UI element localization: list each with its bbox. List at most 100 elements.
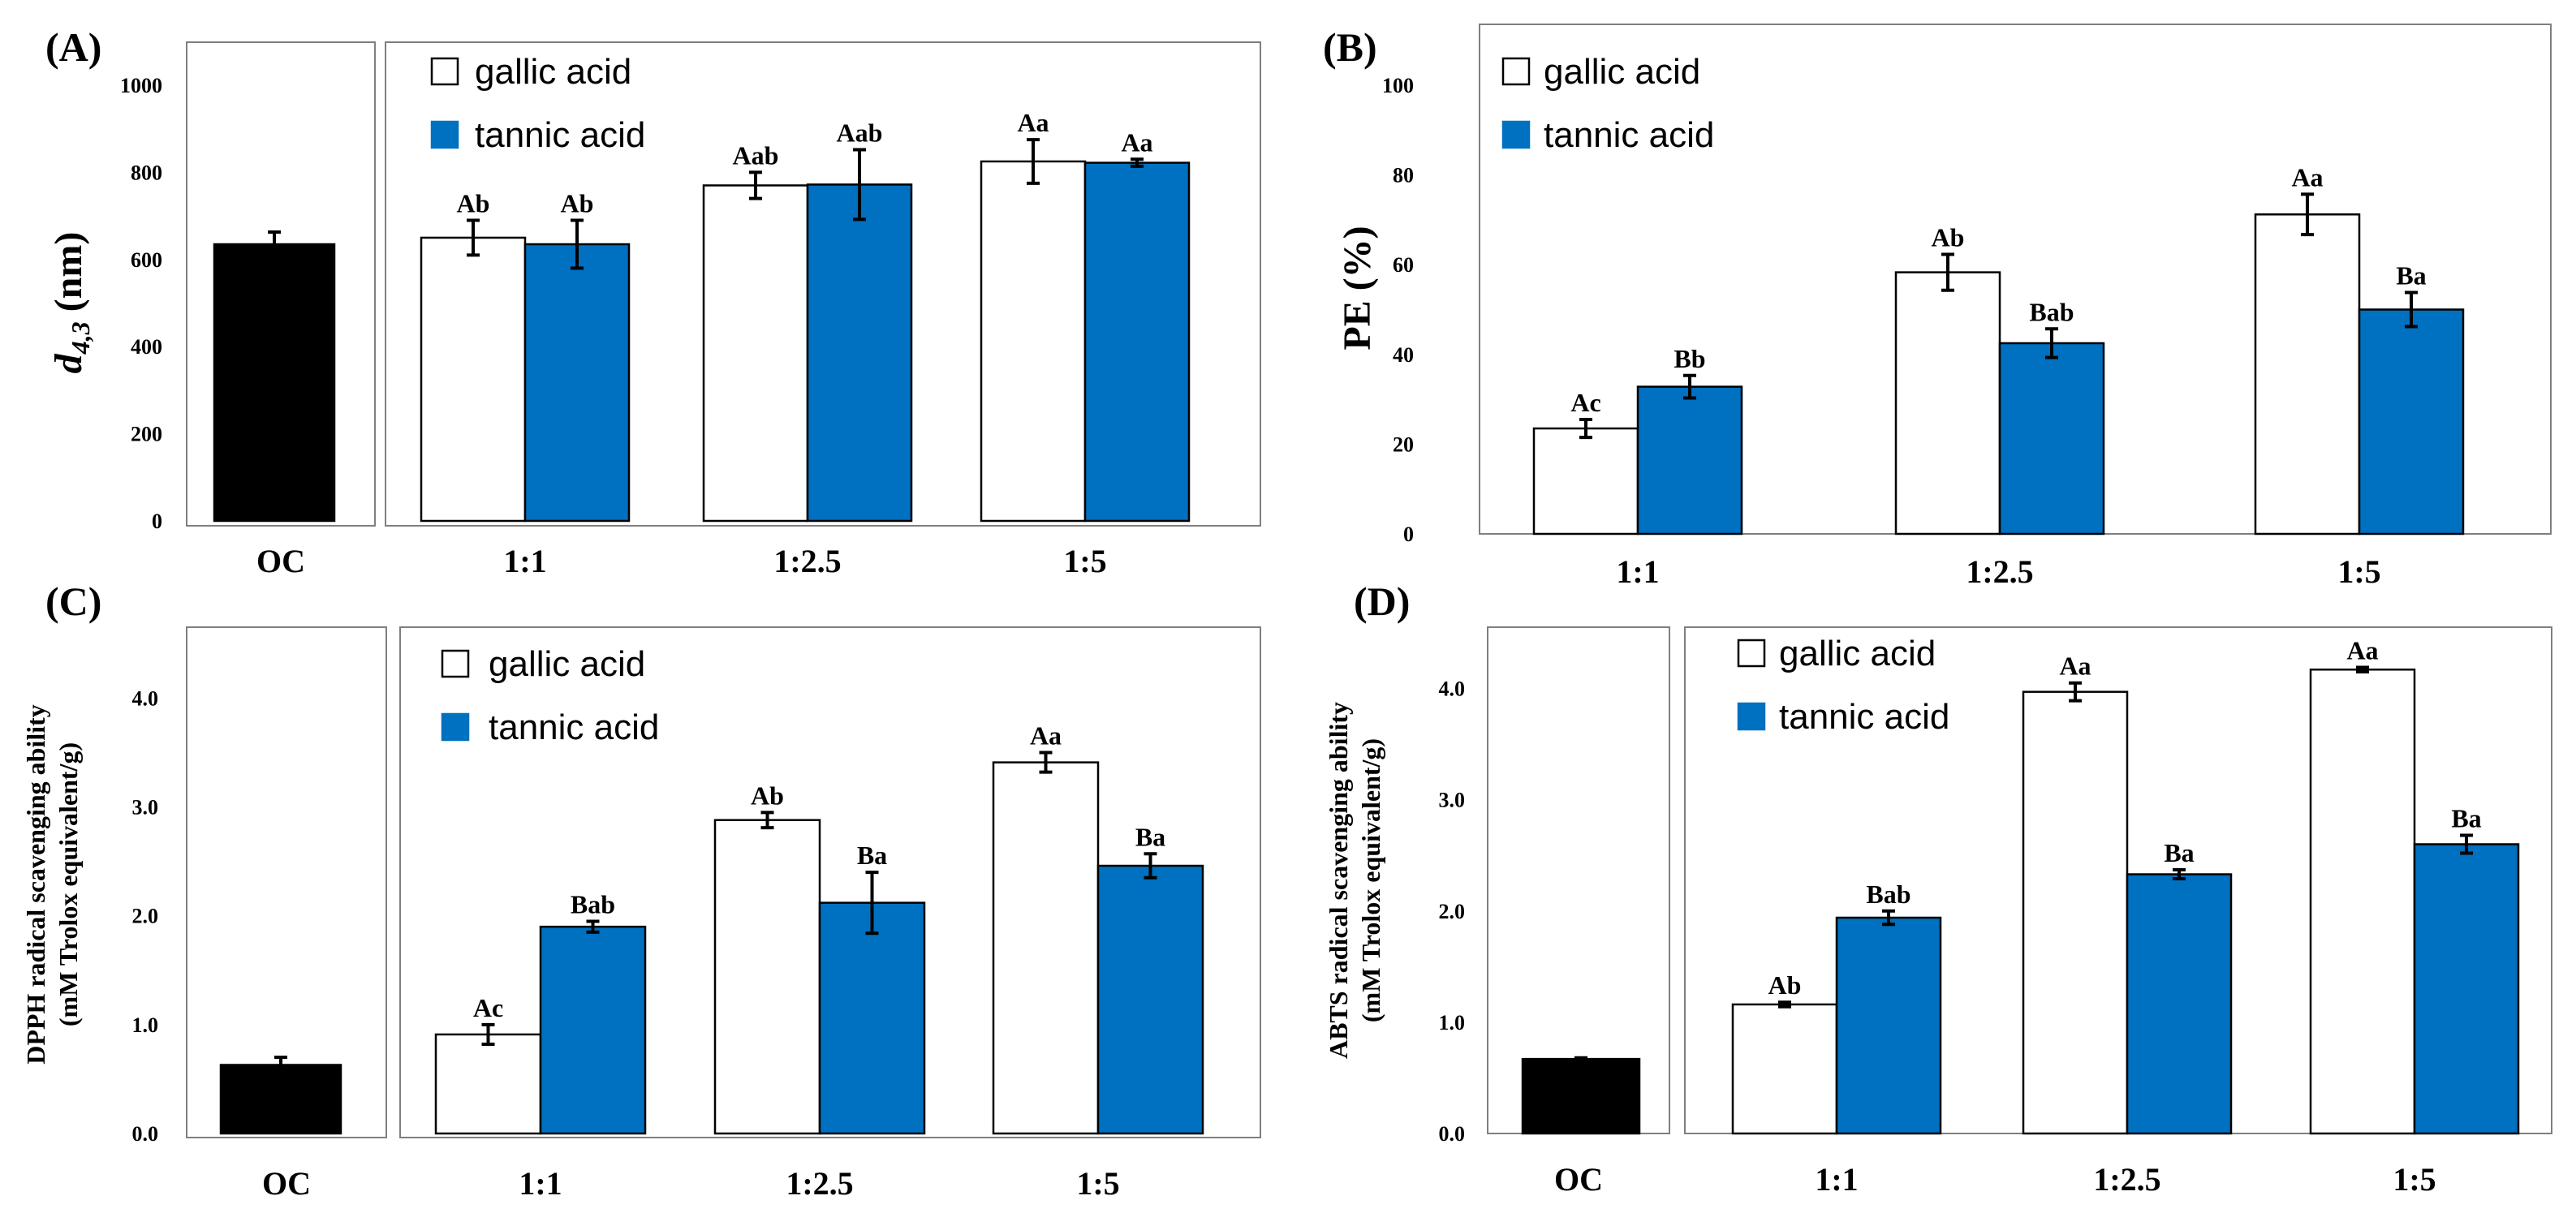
bar-tannic-2 bbox=[1096, 864, 1204, 1135]
bar-gallic-0 bbox=[434, 1033, 542, 1135]
y-tick-label: 600 bbox=[131, 248, 162, 272]
error-bar-tannic-0 bbox=[586, 919, 600, 934]
error-bar-gallic-1 bbox=[749, 170, 762, 200]
y-tick-label: 0 bbox=[152, 510, 162, 533]
legend-swatch-gallic bbox=[1737, 639, 1766, 668]
y-tick-label: 0.0 bbox=[1439, 1122, 1466, 1146]
significance-label-gallic-2: Aa bbox=[1017, 108, 1049, 137]
plot-frame-a bbox=[385, 41, 1261, 527]
error-bar-gallic-2 bbox=[1027, 138, 1040, 185]
y-tick-label: 1.0 bbox=[132, 1013, 159, 1037]
error-bar-tannic-2 bbox=[2405, 290, 2418, 329]
legend-b: gallic acid tannic acid bbox=[1501, 52, 1714, 155]
significance-label-gallic-0: Ab bbox=[457, 188, 490, 217]
error-bar-gallic-0 bbox=[1778, 1000, 1791, 1009]
panel-c: (C) 0.0 1.0 2.0 3.0 4.0 DPPH radical scavengin… bbox=[21, 579, 1261, 1202]
significance-label-gallic-2: Aa bbox=[2346, 636, 2378, 665]
bar-gallic-2 bbox=[980, 160, 1087, 523]
category-label: 1:5 bbox=[1076, 1165, 1119, 1202]
significance-label-gallic-1: Ab bbox=[751, 781, 784, 810]
category-label: 1:5 bbox=[1063, 543, 1106, 579]
y-tick-label: 2.0 bbox=[132, 905, 159, 928]
error-bar-tannic-2 bbox=[1131, 157, 1144, 168]
bar-gallic-1 bbox=[702, 184, 809, 523]
panel-b: (B) 0 20 40 60 80 100 PE (%) Ac Bb 1:1 Ab Bab 1:2.5 Aa… bbox=[1323, 24, 2552, 590]
legend-label-tannic: tannic acid bbox=[1544, 115, 1714, 155]
y-tick-label: 0 bbox=[1403, 523, 1414, 546]
error-bar-tannic-0 bbox=[1683, 373, 1696, 400]
bar-tannic-0 bbox=[1835, 916, 1942, 1135]
bar-gallic-0 bbox=[420, 236, 527, 523]
y-axis-label: ABTS radical scavenging ability bbox=[1324, 702, 1353, 1059]
bar-gallic-0 bbox=[1731, 1003, 1838, 1135]
y-axis-label-unit: (mM Trolox equivalent/g) bbox=[54, 742, 83, 1026]
error-bar-gallic-2 bbox=[2301, 192, 2314, 237]
legend-label-tannic: tannic acid bbox=[1779, 697, 1949, 737]
y-tick-label: 400 bbox=[131, 335, 162, 359]
control-bar-oc bbox=[213, 243, 336, 523]
y-tick-label: 0.0 bbox=[132, 1122, 159, 1146]
legend-a: gallic acid tannic acid bbox=[430, 52, 645, 155]
legend-label-gallic: gallic acid bbox=[489, 644, 645, 684]
y-tick-label: 4.0 bbox=[1439, 677, 1466, 701]
y-tick-label: 1000 bbox=[120, 74, 162, 97]
category-label: 1:2.5 bbox=[786, 1165, 853, 1202]
y-tick-label: 20 bbox=[1393, 432, 1414, 456]
legend-swatch-tannic bbox=[1737, 702, 1766, 731]
significance-label-tannic-2: Ba bbox=[1135, 822, 1165, 851]
y-tick-label: 80 bbox=[1393, 164, 1414, 187]
y-tick-label: 60 bbox=[1393, 253, 1414, 277]
panel-label-a: (A) bbox=[45, 24, 101, 70]
error-bar-gallic-1 bbox=[1941, 252, 1954, 292]
category-label-oc: OC bbox=[1554, 1161, 1603, 1198]
y-tick-label: 4.0 bbox=[132, 686, 159, 710]
error-bar-tannic-2 bbox=[2460, 833, 2473, 855]
y-axis-label-unit: (mM Trolox equivalent/g) bbox=[1356, 738, 1385, 1022]
bar-tannic-1 bbox=[806, 183, 913, 523]
y-tick-label: 3.0 bbox=[1439, 789, 1466, 812]
bar-tannic-0 bbox=[523, 243, 631, 523]
significance-label-tannic-1: Bab bbox=[2029, 297, 2074, 326]
y-tick-label: 200 bbox=[131, 423, 162, 446]
y-tick-label: 2.0 bbox=[1439, 900, 1466, 923]
legend-label-tannic: tannic acid bbox=[489, 708, 659, 747]
category-label: 1:2.5 bbox=[2093, 1161, 2160, 1198]
legend-d: gallic acid tannic acid bbox=[1737, 634, 1949, 737]
significance-label-gallic-0: Ac bbox=[473, 993, 503, 1022]
plot-frame-c bbox=[399, 626, 1261, 1138]
control-bar-oc bbox=[1521, 1057, 1641, 1135]
bar-tannic-0 bbox=[539, 925, 647, 1135]
legend-c: gallic acid tannic acid bbox=[441, 644, 659, 747]
category-label: 1:1 bbox=[1616, 553, 1659, 590]
control-frame-a bbox=[186, 41, 376, 527]
bar-gallic-0 bbox=[1532, 427, 1639, 536]
error-bar-gallic-1 bbox=[760, 811, 774, 830]
significance-label-gallic-1: Aa bbox=[2059, 652, 2091, 681]
error-bar-gallic-0 bbox=[481, 1022, 495, 1047]
significance-label-tannic-0: Ab bbox=[561, 188, 594, 217]
legend-swatch-tannic bbox=[430, 120, 459, 149]
significance-label-gallic-0: Ab bbox=[1768, 970, 1802, 1000]
category-label-oc: OC bbox=[262, 1165, 311, 1202]
legend-swatch-tannic bbox=[441, 712, 470, 742]
legend-label-gallic: gallic acid bbox=[1544, 52, 1700, 92]
category-label: 1:1 bbox=[1815, 1161, 1858, 1198]
y-tick-label: 800 bbox=[131, 161, 162, 184]
y-axis-label: PE (%) bbox=[1336, 226, 1379, 350]
category-label: 1:5 bbox=[2393, 1161, 2436, 1198]
error-bar-gallic-2 bbox=[1039, 751, 1053, 774]
legend-label-gallic: gallic acid bbox=[475, 52, 631, 92]
error-bar-gallic-1 bbox=[2069, 681, 2082, 703]
category-label: 1:5 bbox=[2337, 553, 2380, 590]
bar-tannic-1 bbox=[1998, 342, 2105, 536]
error-bar-tannic-1 bbox=[2045, 327, 2058, 359]
control-error-bar bbox=[268, 230, 281, 259]
legend-label-tannic: tannic acid bbox=[475, 115, 645, 155]
category-label: 1:2.5 bbox=[1966, 553, 2033, 590]
bar-tannic-1 bbox=[818, 901, 926, 1135]
y-tick-label: 100 bbox=[1382, 74, 1414, 97]
category-label: 1:1 bbox=[519, 1165, 562, 1202]
error-bar-tannic-1 bbox=[853, 148, 866, 222]
panel-label-c: (C) bbox=[45, 579, 101, 624]
y-axis-label: DPPH radical scavenging ability bbox=[21, 704, 50, 1065]
